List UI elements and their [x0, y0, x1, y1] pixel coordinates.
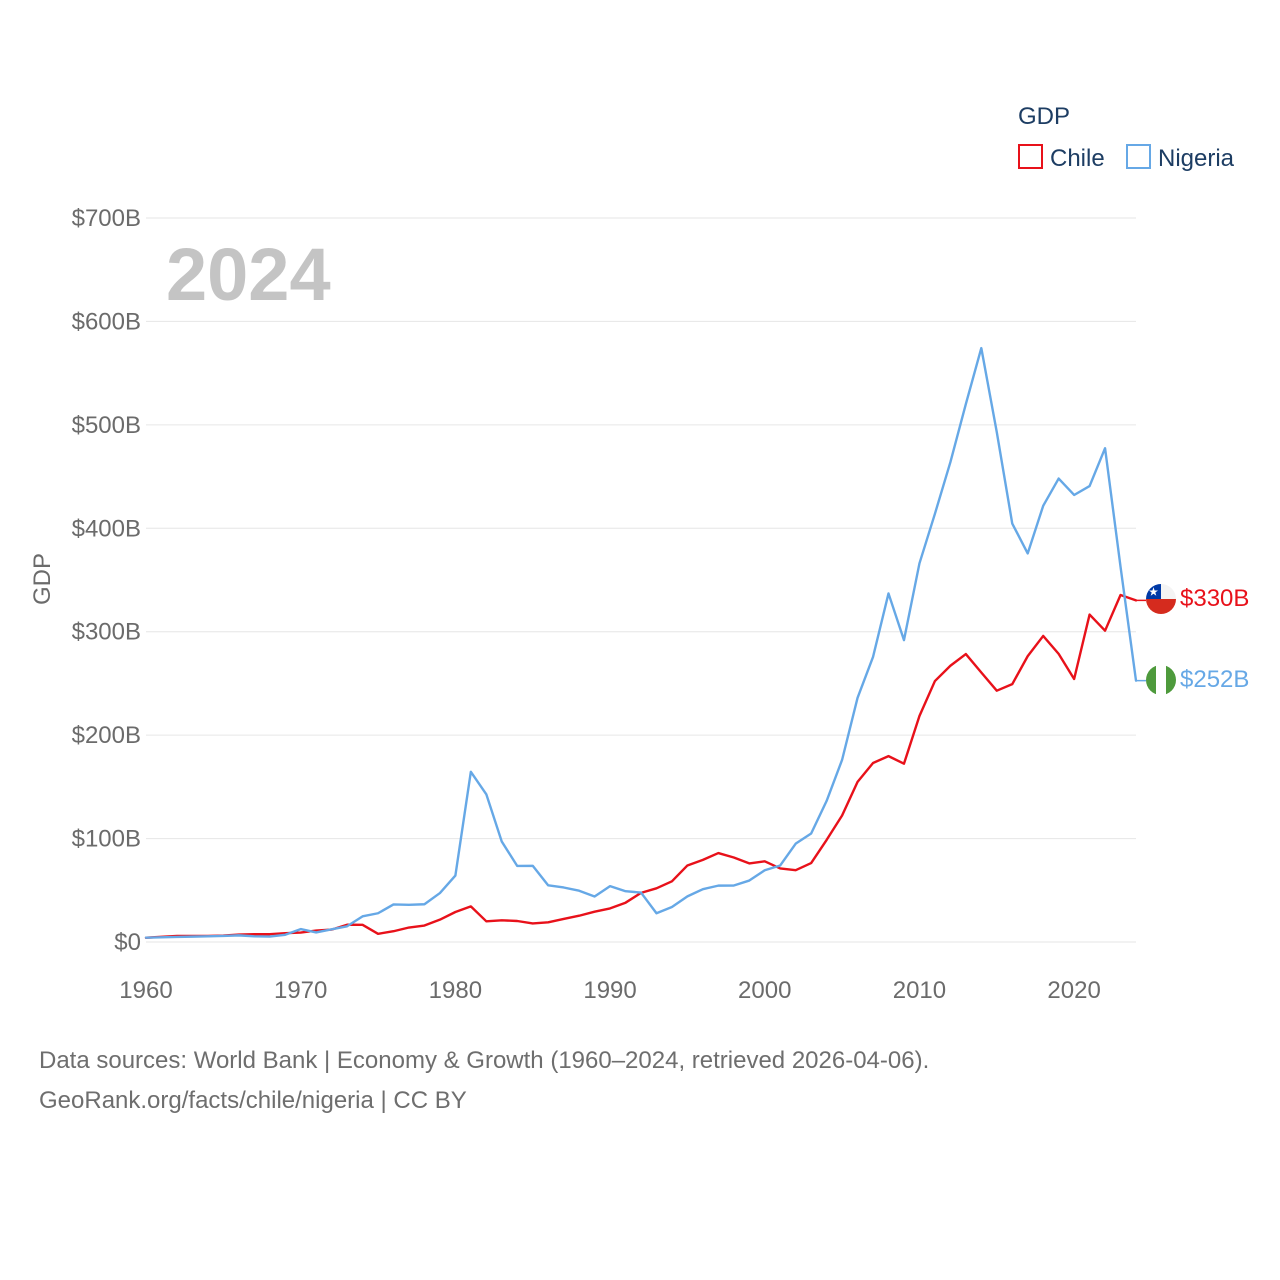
nigeria-end-label: $252B	[1180, 666, 1249, 693]
y-tick-label: $400B	[72, 515, 141, 542]
gridlines	[146, 217, 1136, 943]
y-tick-label: $500B	[72, 412, 141, 439]
y-tick-label: $700B	[72, 205, 141, 232]
legend-label-nigeria: Nigeria	[1158, 145, 1235, 172]
y-axis-ticks: $0 $100B $200B $300B $400B $500B $600B $700B	[72, 205, 141, 956]
series-line-chile[interactable]	[144, 593, 1138, 939]
y-tick-label: $100B	[72, 826, 141, 853]
chile-flag-icon	[1146, 584, 1176, 614]
y-tick-label: $0	[114, 929, 141, 956]
x-tick-label: 1980	[429, 977, 482, 1004]
x-axis-ticks: 1960 1970 1980 1990 2000 2010 2020	[119, 977, 1101, 1004]
y-tick-label: $600B	[72, 308, 141, 335]
nigeria-flag-icon	[1146, 665, 1176, 695]
x-tick-label: 1990	[583, 977, 636, 1004]
chile-end-label: $330B	[1180, 585, 1249, 612]
y-tick-label: $200B	[72, 722, 141, 749]
source-note-line-1: Data sources: World Bank | Economy & Gro…	[39, 1047, 929, 1074]
legend-label-chile: Chile	[1050, 145, 1105, 172]
year-watermark: 2024	[166, 233, 331, 316]
legend-swatch-nigeria	[1126, 144, 1151, 169]
x-tick-label: 1970	[274, 977, 327, 1004]
legend: GDP Chile Nigeria	[1018, 103, 1235, 172]
legend-item-nigeria[interactable]: Nigeria	[1126, 144, 1235, 172]
x-tick-label: 2000	[738, 977, 791, 1004]
y-tick-label: $300B	[72, 619, 141, 646]
legend-swatch-chile	[1018, 144, 1043, 169]
y-axis-title: GDP	[29, 553, 56, 605]
source-note-line-2[interactable]: GeoRank.org/facts/chile/nigeria | CC BY	[39, 1087, 467, 1114]
x-tick-label: 2020	[1047, 977, 1100, 1004]
series-lines	[144, 346, 1146, 939]
legend-item-chile[interactable]: Chile	[1018, 144, 1105, 172]
x-tick-label: 1960	[119, 977, 172, 1004]
series-line-nigeria[interactable]	[144, 346, 1138, 939]
legend-title: GDP	[1018, 103, 1070, 130]
x-tick-label: 2010	[893, 977, 946, 1004]
